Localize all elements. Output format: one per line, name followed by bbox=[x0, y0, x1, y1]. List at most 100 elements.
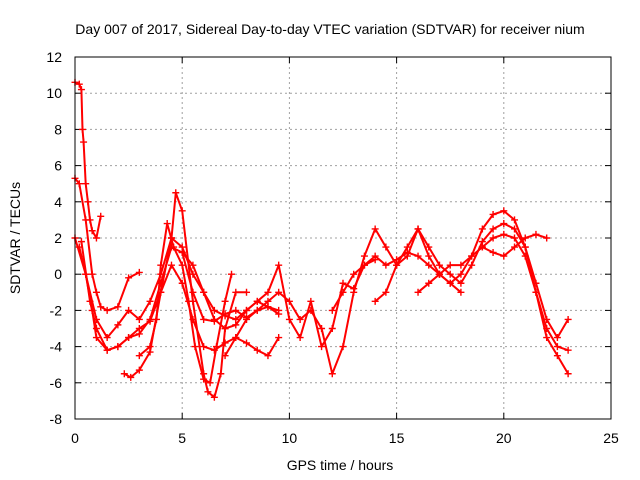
series-layer bbox=[71, 78, 572, 401]
data-point bbox=[125, 334, 133, 342]
series-track-8 bbox=[178, 248, 379, 351]
data-point bbox=[146, 297, 154, 305]
data-point bbox=[82, 180, 90, 188]
series-track-2 bbox=[71, 174, 143, 314]
data-point bbox=[82, 270, 90, 278]
data-point bbox=[114, 303, 122, 311]
x-tick-label: 0 bbox=[71, 430, 79, 446]
data-point bbox=[228, 270, 236, 278]
data-point bbox=[328, 370, 336, 378]
data-point bbox=[446, 261, 454, 269]
data-point bbox=[543, 325, 551, 332]
data-point bbox=[500, 207, 508, 215]
data-point bbox=[264, 288, 272, 296]
data-point bbox=[457, 270, 465, 278]
data-point bbox=[75, 180, 83, 188]
data-point bbox=[135, 268, 143, 276]
data-point bbox=[478, 225, 486, 233]
data-point bbox=[114, 321, 122, 329]
data-point bbox=[80, 138, 88, 146]
data-point bbox=[77, 86, 85, 94]
data-point bbox=[307, 306, 315, 314]
y-axis-label: SDTVAR / TECUs bbox=[7, 182, 23, 294]
data-point bbox=[232, 334, 240, 342]
series-track-7 bbox=[135, 220, 236, 387]
data-point bbox=[403, 243, 411, 251]
data-point bbox=[275, 306, 283, 314]
data-point bbox=[232, 288, 240, 296]
data-point bbox=[200, 315, 208, 323]
data-point bbox=[232, 321, 240, 329]
series-line bbox=[74, 81, 102, 239]
series-line bbox=[138, 222, 233, 384]
data-point bbox=[189, 261, 197, 269]
data-point bbox=[178, 207, 186, 215]
data-point bbox=[75, 243, 83, 251]
data-point bbox=[127, 373, 135, 381]
data-point bbox=[360, 261, 368, 269]
data-point bbox=[425, 252, 433, 260]
data-point bbox=[92, 334, 100, 342]
data-point bbox=[414, 252, 422, 260]
data-point bbox=[489, 234, 497, 242]
data-point bbox=[371, 252, 379, 260]
data-point bbox=[213, 343, 221, 351]
data-point bbox=[425, 279, 433, 287]
data-point bbox=[243, 315, 251, 323]
data-point bbox=[553, 343, 561, 351]
data-point bbox=[532, 288, 540, 296]
chart-title: Day 007 of 2017, Sidereal Day-to-day VTE… bbox=[75, 21, 584, 37]
data-point bbox=[206, 379, 214, 387]
data-point bbox=[339, 343, 347, 351]
data-point bbox=[75, 80, 83, 88]
data-point bbox=[489, 210, 497, 218]
data-point bbox=[371, 225, 379, 233]
data-point bbox=[500, 252, 508, 260]
data-point bbox=[135, 325, 143, 332]
data-point bbox=[500, 220, 508, 228]
data-point bbox=[157, 261, 165, 269]
series-line bbox=[74, 177, 141, 312]
data-point bbox=[200, 375, 208, 383]
data-point bbox=[88, 306, 96, 314]
data-point bbox=[382, 261, 390, 269]
data-point bbox=[457, 288, 465, 296]
x-tick-label: 5 bbox=[178, 430, 186, 446]
data-point bbox=[489, 225, 497, 233]
y-tick-label: -8 bbox=[50, 411, 63, 427]
data-point bbox=[275, 261, 283, 269]
data-point bbox=[146, 317, 154, 325]
data-point bbox=[553, 334, 561, 342]
data-point bbox=[243, 306, 251, 314]
data-point bbox=[307, 297, 315, 305]
data-point bbox=[97, 212, 105, 220]
data-point bbox=[328, 306, 336, 314]
data-point bbox=[543, 334, 551, 342]
data-point bbox=[204, 388, 212, 396]
data-point bbox=[511, 234, 519, 242]
data-point bbox=[500, 230, 508, 238]
series-line bbox=[78, 246, 280, 357]
data-point bbox=[285, 315, 293, 323]
data-point bbox=[328, 325, 336, 332]
series-track-1 bbox=[71, 78, 105, 242]
data-point bbox=[564, 346, 572, 354]
y-tick-label: 2 bbox=[54, 230, 62, 246]
data-point bbox=[285, 297, 293, 305]
x-tick-label: 20 bbox=[496, 430, 512, 446]
data-point bbox=[232, 306, 240, 314]
data-point bbox=[253, 346, 261, 354]
x-tick-label: 10 bbox=[282, 430, 298, 446]
data-point bbox=[468, 261, 476, 269]
y-tick-label: 10 bbox=[46, 85, 62, 101]
series-track-5 bbox=[75, 243, 283, 360]
y-tick-label: 12 bbox=[46, 49, 62, 65]
data-point bbox=[296, 334, 304, 342]
y-tick-label: -2 bbox=[50, 302, 63, 318]
data-point bbox=[393, 261, 401, 269]
data-point bbox=[435, 270, 443, 278]
data-point bbox=[92, 288, 100, 296]
data-point bbox=[511, 243, 519, 251]
data-point bbox=[489, 248, 497, 256]
data-point bbox=[264, 352, 272, 360]
